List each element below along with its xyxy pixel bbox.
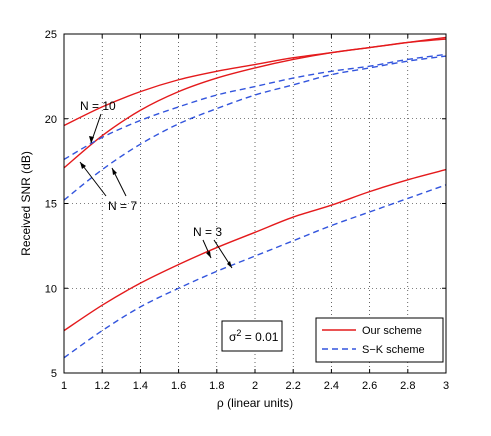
series-line-sk-scheme-10: [63, 53, 447, 161]
series-line-sk-scheme-3: [63, 184, 447, 359]
x-tick-label: 2.4: [324, 380, 339, 392]
x-tick-label: 1: [61, 380, 67, 392]
y-axis-label: Received SNR (dB): [19, 151, 33, 256]
legend-label-sk-scheme: S−K scheme: [362, 344, 425, 356]
y-tick-label: 20: [45, 114, 57, 126]
series-line-our-scheme-3: [63, 168, 447, 332]
x-tick-label: 1.6: [171, 380, 186, 392]
annotation-n3-arrowhead-2: [227, 261, 232, 268]
sigma-value: = 0.01: [241, 330, 278, 344]
annotation-n3-label: N = 3: [193, 225, 222, 239]
legend-box: [315, 317, 444, 363]
sigma-exponent: 2: [236, 328, 241, 338]
series-line-sk-scheme-7: [63, 55, 447, 201]
x-tick-label: 2.6: [362, 380, 377, 392]
y-tick-label: 25: [45, 29, 57, 41]
annotation-n7-label: N = 7: [108, 199, 137, 213]
x-tick-label: 3: [443, 380, 449, 392]
x-tick-label: 2.2: [286, 380, 301, 392]
annotation-n7-arrow-1: [79, 161, 107, 197]
annotation-n7: N = 7: [79, 161, 137, 213]
annotation-n10-label: N = 10: [80, 99, 116, 113]
x-tick-label: 1.4: [133, 380, 148, 392]
annotation-n3: N = 3: [193, 225, 233, 269]
x-tick-label: 2.8: [400, 380, 415, 392]
x-tick-label: 1.8: [209, 380, 224, 392]
x-tick-label: 1.2: [95, 380, 110, 392]
series-lines: [63, 36, 447, 359]
grid-lines: [64, 34, 446, 373]
sigma-annotation-box: σ2 = 0.01: [221, 320, 283, 352]
annotation-n7-arrowhead-2: [112, 168, 117, 175]
annotation-n3-arrowhead-1: [206, 251, 211, 258]
x-axis-label: ρ (linear units): [217, 396, 293, 410]
annotation-n10: N = 10: [80, 99, 116, 144]
axis-ticks: 1 1.2 1.4 1.6 1.8 2 2.2 2.4 2.6 2.8 3 5 10 15 20 25: [45, 29, 449, 392]
annotation-n10-arrowhead: [89, 136, 94, 143]
series-line-our-scheme-7: [63, 38, 447, 169]
sigma-annotation-text: σ2 = 0.01: [229, 328, 279, 344]
y-tick-label: 5: [51, 368, 57, 380]
x-tick-label: 2: [252, 380, 258, 392]
y-tick-label: 15: [45, 199, 57, 211]
legend: Our scheme S−K scheme: [315, 317, 444, 363]
legend-label-our-scheme: Our scheme: [362, 325, 422, 337]
sigma-symbol: σ: [229, 330, 237, 344]
y-tick-label: 10: [45, 283, 57, 295]
annotation-n7-arrowhead-1: [80, 162, 86, 169]
